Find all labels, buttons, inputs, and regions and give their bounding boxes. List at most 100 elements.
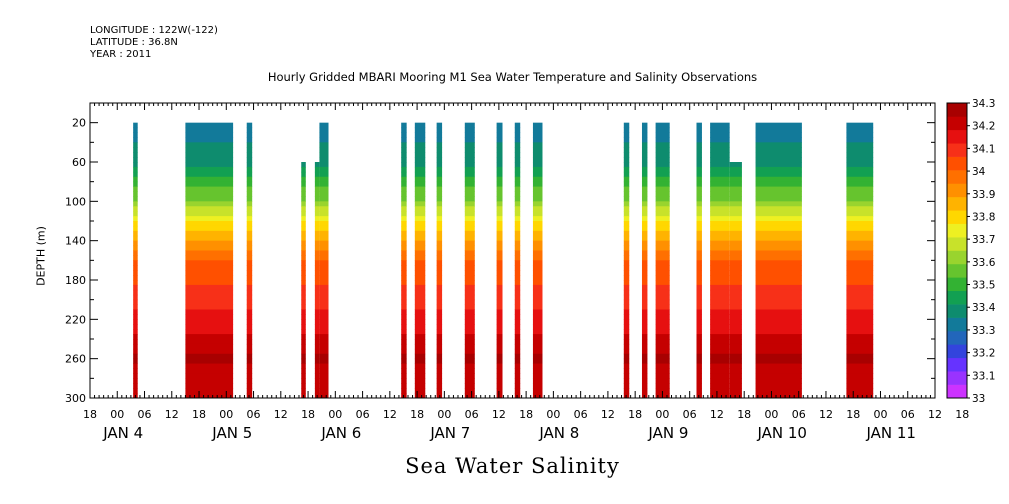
salinity-cell — [414, 265, 426, 271]
salinity-cell — [314, 235, 320, 242]
salinity-cell — [401, 211, 407, 217]
salinity-cell — [414, 211, 426, 217]
salinity-cell — [532, 334, 543, 340]
salinity-cell — [314, 171, 320, 178]
salinity-cell — [133, 343, 138, 350]
salinity-cell — [496, 176, 503, 183]
salinity-cell — [655, 171, 670, 178]
salinity-cell — [314, 275, 320, 281]
salinity-cell — [496, 245, 503, 251]
salinity-cell — [641, 343, 648, 350]
salinity-cell — [655, 334, 670, 340]
salinity-cell — [301, 230, 306, 237]
date-label: JAN 10 — [757, 424, 807, 442]
salinity-cell — [314, 329, 320, 335]
salinity-cell — [185, 265, 234, 271]
salinity-cell — [464, 275, 475, 281]
salinity-cell — [496, 314, 503, 320]
salinity-cell — [755, 324, 802, 330]
salinity-cell — [464, 280, 475, 286]
salinity-cell — [514, 309, 521, 315]
salinity-cell — [846, 157, 874, 163]
salinity-cell — [436, 348, 443, 355]
salinity-cell — [496, 309, 503, 315]
salinity-cell — [436, 122, 443, 129]
salinity-cell — [532, 368, 543, 374]
salinity-cell — [301, 378, 306, 384]
data-block — [185, 122, 234, 399]
salinity-cell — [729, 289, 742, 296]
salinity-cell — [641, 235, 648, 242]
salinity-cell — [623, 265, 630, 271]
salinity-cell — [729, 255, 742, 261]
salinity-cell — [755, 363, 802, 369]
salinity-cell — [696, 294, 702, 301]
salinity-cell — [414, 216, 426, 222]
salinity-cell — [655, 201, 670, 207]
salinity-cell — [464, 363, 475, 369]
salinity-cell — [696, 127, 702, 133]
salinity-cell — [464, 201, 475, 207]
salinity-cell — [133, 240, 138, 247]
salinity-cell — [532, 201, 543, 207]
salinity-cell — [655, 260, 670, 266]
salinity-cell — [514, 343, 521, 350]
salinity-cell — [729, 329, 742, 335]
salinity-cell — [641, 132, 648, 138]
salinity-cell — [464, 211, 475, 217]
date-label: JAN 9 — [648, 424, 689, 442]
salinity-cell — [514, 176, 521, 183]
salinity-cell — [246, 319, 253, 325]
salinity-cell — [319, 294, 329, 301]
salinity-cell — [464, 393, 475, 399]
salinity-cell — [246, 157, 253, 163]
salinity-cell — [532, 270, 543, 276]
salinity-cell — [246, 152, 253, 158]
salinity-cell — [729, 388, 742, 394]
salinity-cell — [710, 221, 730, 227]
salinity-cell — [696, 265, 702, 271]
salinity-cell — [133, 334, 138, 340]
salinity-cell — [496, 152, 503, 158]
salinity-cell — [246, 275, 253, 281]
salinity-cell — [755, 373, 802, 379]
salinity-cell — [655, 142, 670, 148]
salinity-cell — [846, 358, 874, 365]
salinity-cell — [496, 211, 503, 217]
salinity-cell — [655, 388, 670, 394]
data-block — [496, 122, 503, 399]
salinity-cell — [846, 230, 874, 237]
salinity-cell — [301, 162, 306, 168]
salinity-cell — [401, 329, 407, 335]
salinity-cell — [133, 171, 138, 178]
salinity-cell — [641, 284, 648, 291]
salinity-cell — [436, 314, 443, 320]
salinity-cell — [301, 221, 306, 227]
salinity-cell — [710, 240, 730, 247]
salinity-cell — [532, 211, 543, 217]
salinity-cell — [314, 319, 320, 325]
salinity-cell — [729, 294, 742, 301]
salinity-cell — [623, 176, 630, 183]
y-tick-label: 220 — [65, 313, 86, 326]
salinity-cell — [133, 132, 138, 138]
salinity-cell — [696, 211, 702, 217]
salinity-cell — [246, 122, 253, 129]
salinity-cell — [755, 289, 802, 296]
salinity-cell — [641, 186, 648, 192]
salinity-cell — [846, 260, 874, 266]
salinity-cell — [319, 314, 329, 320]
salinity-cell — [641, 334, 648, 340]
salinity-cell — [185, 383, 234, 389]
salinity-cell — [514, 147, 521, 153]
salinity-cell — [532, 284, 543, 291]
salinity-cell — [755, 255, 802, 261]
salinity-cell — [436, 127, 443, 133]
salinity-cell — [133, 181, 138, 188]
salinity-cell — [246, 201, 253, 207]
salinity-cell — [710, 353, 730, 360]
colorbar-label: 33.3 — [972, 325, 995, 337]
salinity-cell — [710, 245, 730, 251]
colorbar-swatch — [947, 103, 967, 117]
salinity-cell — [185, 176, 234, 183]
